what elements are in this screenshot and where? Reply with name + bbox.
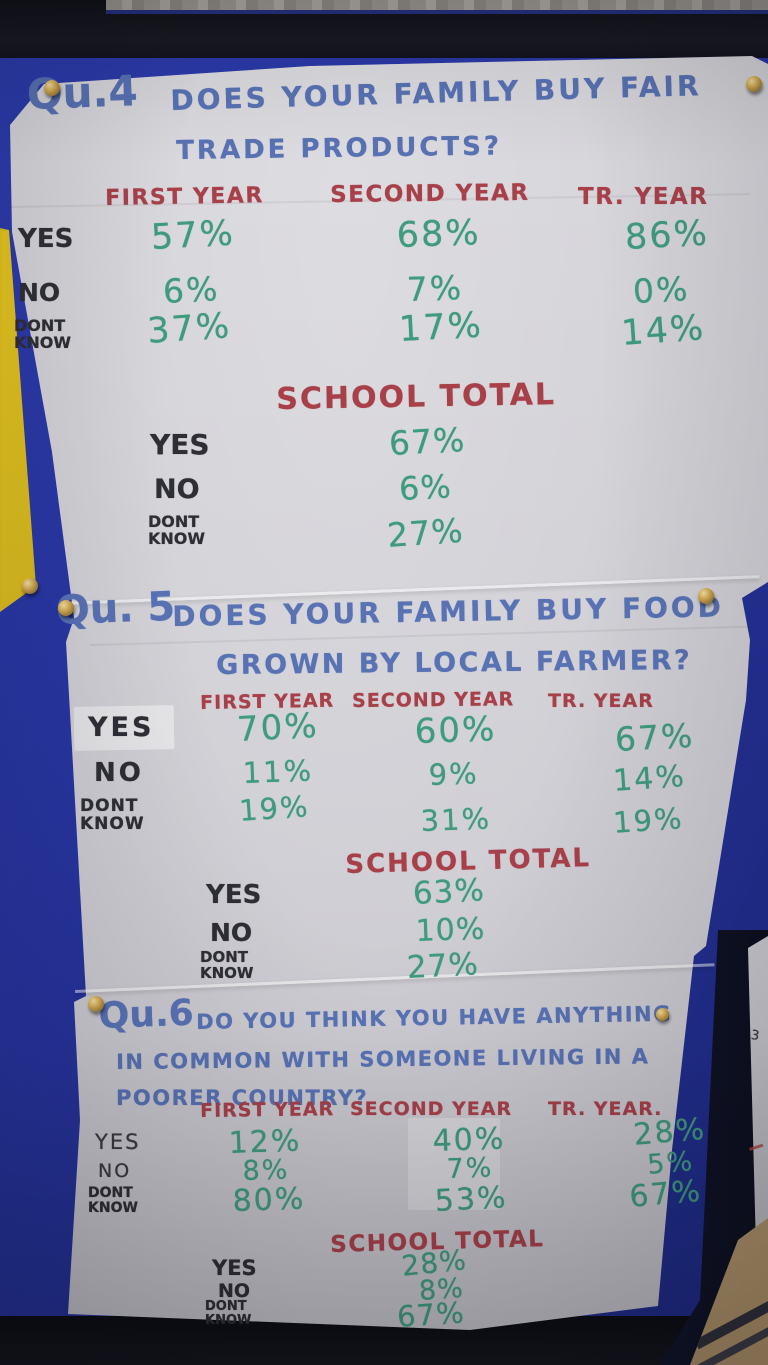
- q6-yes-tr-year: 28%: [632, 1111, 708, 1153]
- q5-st-dk-label: DONT KNOW: [200, 948, 254, 982]
- q4-no-first-year: 6%: [162, 269, 221, 311]
- q5-no-label: NO: [94, 758, 144, 788]
- q6-no-label: NO: [98, 1160, 132, 1182]
- q6-dk-second-year: 53%: [434, 1180, 509, 1219]
- q5-no-second-year: 9%: [428, 756, 480, 792]
- q6-st-dk-label-line1: DONT: [205, 1299, 247, 1314]
- q4-st-no-value: 6%: [398, 467, 453, 508]
- q5-dk-tr-year: 19%: [612, 801, 685, 840]
- q4-st-dk-label-line1: DONT: [148, 512, 200, 531]
- q4-yes-second-year: 68%: [396, 213, 482, 256]
- q4-no-tr-year: 0%: [632, 269, 691, 311]
- q4-school-total-heading: SCHOOL TOTAL: [276, 377, 557, 417]
- q6-number: Qu.6: [98, 992, 195, 1037]
- q6-dk-tr-year: 67%: [628, 1173, 704, 1215]
- q6-question-line-3: POORER COUNTRY?: [116, 1086, 369, 1110]
- q6-dont-know-label-line1: DONT: [88, 1185, 133, 1201]
- q4-st-dk-value: 27%: [386, 510, 465, 555]
- q4-dont-know-label-line2: KNOW: [14, 332, 72, 352]
- push-pin-icon: [88, 996, 104, 1012]
- q4-no-second-year: 7%: [406, 268, 464, 309]
- q5-st-yes-value: 63%: [412, 872, 486, 912]
- q5-dk-second-year: 31%: [420, 801, 492, 838]
- q6-yes-label: YES: [95, 1130, 141, 1154]
- q4-dk-second-year: 17%: [398, 305, 484, 350]
- q6-st-no-label: NO: [218, 1280, 251, 1302]
- q6-st-dk-label: DONT KNOW: [205, 1300, 251, 1327]
- q5-dont-know-label-line2: KNOW: [80, 813, 145, 834]
- q4-st-no-label: NO: [154, 474, 200, 505]
- q5-question-line-2: GROWN BY LOCAL FARMER?: [216, 645, 693, 681]
- q6-no-second-year: 7%: [446, 1152, 494, 1185]
- q6-st-yes-label: YES: [212, 1256, 257, 1280]
- q5-st-dk-value: 27%: [406, 946, 480, 986]
- q4-no-label: NO: [18, 278, 61, 307]
- q5-st-yes-label: YES: [206, 880, 262, 910]
- q6-st-dk-label-line2: KNOW: [205, 1312, 252, 1328]
- q4-dont-know-label-line1: DONT: [14, 316, 66, 335]
- q4-number: Qu.4: [26, 66, 139, 119]
- q4-yes-first-year: 57%: [150, 213, 236, 258]
- q4-yes-label: YES: [18, 224, 74, 254]
- q6-dont-know-label-line2: KNOW: [88, 1199, 138, 1216]
- q4-dont-know-label: DONT KNOW: [14, 316, 72, 352]
- q5-dk-first-year: 19%: [238, 789, 311, 828]
- q5-yes-tr-year: 67%: [614, 715, 696, 759]
- q4-st-yes-value: 67%: [388, 420, 467, 463]
- q4-st-dk-label: DONT KNOW: [148, 512, 206, 548]
- q5-yes-first-year: 70%: [236, 705, 320, 750]
- q5-st-no-label: NO: [210, 918, 253, 947]
- q5-yes-second-year: 60%: [414, 709, 497, 752]
- board-top-edge: [106, 10, 768, 14]
- q5-dont-know-label-line1: DONT: [80, 796, 139, 816]
- q4-col-tr-year: TR. YEAR: [578, 184, 709, 210]
- q4-question-line-2: TRADE PRODUCTS?: [176, 131, 503, 166]
- q6-dk-first-year: 80%: [232, 1181, 306, 1219]
- q6-dont-know-label: DONT KNOW: [88, 1186, 138, 1215]
- q5-no-tr-year: 14%: [612, 758, 687, 799]
- push-pin-icon: [698, 588, 714, 604]
- q5-st-dk-label-line1: DONT: [200, 948, 248, 966]
- q6-col-first-year: FIRST YEAR: [200, 1098, 335, 1122]
- q5-dont-know-label: DONT KNOW: [80, 796, 145, 834]
- q5-st-no-value: 10%: [415, 911, 486, 949]
- q4-col-first-year: FIRST YEAR: [105, 183, 265, 211]
- q6-col-second-year: SECOND YEAR: [350, 1098, 513, 1120]
- label-patch: [408, 1118, 500, 1210]
- q5-st-dk-label-line2: KNOW: [200, 963, 254, 982]
- q5-col-tr-year: TR. YEAR: [548, 690, 654, 712]
- push-pin-icon: [656, 1008, 669, 1021]
- push-pin-icon: [58, 600, 74, 616]
- q4-col-second-year: SECOND YEAR: [330, 179, 530, 208]
- q4-yes-tr-year: 86%: [624, 213, 710, 258]
- q6-st-dk-value: 67%: [396, 1295, 466, 1334]
- wall-top-strip: [106, 0, 768, 10]
- q4-st-dk-label-line2: KNOW: [148, 528, 206, 548]
- push-pin-icon: [44, 80, 60, 96]
- push-pin-icon: [746, 76, 762, 92]
- q4-dk-first-year: 37%: [146, 306, 233, 352]
- q5-no-first-year: 11%: [242, 753, 314, 790]
- q5-yes-label: YES: [88, 712, 155, 743]
- q4-st-yes-label: YES: [150, 428, 210, 461]
- q4-dk-tr-year: 14%: [620, 308, 707, 354]
- push-pin-icon: [22, 578, 38, 594]
- q6-col-tr-year: TR. YEAR.: [548, 1098, 663, 1120]
